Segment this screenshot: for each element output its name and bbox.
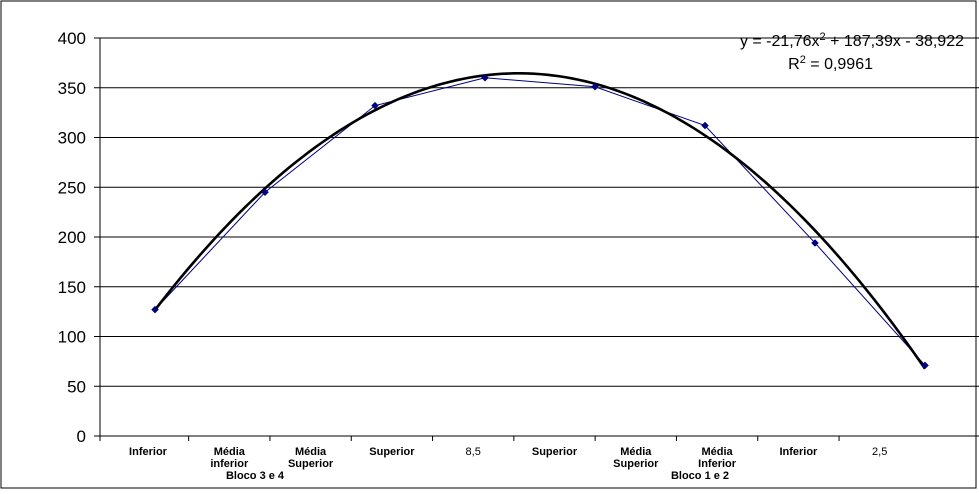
x-category-label-0-line-0: Inferior [129, 446, 168, 458]
data-point-0-6 [811, 239, 819, 247]
gridlines [100, 37, 979, 387]
x-category-label-5-line-0: Superior [532, 446, 578, 458]
trendline-equation: y = -21,76x2 + 187,39x - 38,922 R2 = 0,9… [740, 31, 964, 73]
series-line-0 [154, 77, 926, 366]
data-series [154, 77, 926, 366]
y-tick-label-0: 0 [77, 427, 86, 446]
data-point-0-1 [261, 188, 269, 197]
y-tick-label-200: 200 [58, 228, 86, 247]
x-category-label-8-line-0: Inferior [779, 446, 818, 458]
equation-label: y = -21,76x2 + 187,39x - 38,922 [740, 31, 964, 50]
data-point-0-7 [921, 361, 929, 370]
y-tick-label-250: 250 [58, 178, 86, 197]
r-squared-label: R2 = 0,9961 [788, 54, 873, 73]
data-point-0-2 [371, 101, 379, 110]
x-category-label-6-line-0: Média [620, 446, 652, 458]
data-markers [151, 73, 929, 370]
y-tick-label-300: 300 [58, 129, 86, 148]
axes [94, 37, 979, 441]
x-category-label-7-line-0: Média [702, 446, 734, 458]
y-tick-label-350: 350 [58, 79, 86, 98]
trendline-curve [153, 72, 927, 370]
data-point-0-5 [701, 121, 709, 130]
x-category-label-7-line-1: Inferior [698, 458, 737, 470]
x-category-labels: Inferior MédiainferiorMédiaSuperiorSuperi… [129, 446, 887, 482]
data-point-0-3 [481, 73, 489, 82]
trendline [153, 72, 927, 370]
y-tick-label-100: 100 [58, 328, 86, 347]
group-label-0: Bloco 3 e 4 [226, 470, 285, 482]
x-category-label-2-line-1: Superior [288, 458, 334, 470]
x-category-label-4-line-0: 8,5 [466, 446, 481, 458]
data-point-0-0 [151, 305, 159, 314]
group-label-1: Bloco 1 e 2 [671, 470, 729, 482]
x-category-label-6-line-1: Superior [613, 458, 659, 470]
x-category-label-1-line-1: inferior [210, 458, 249, 470]
x-category-label-3-line-0: Superior [369, 446, 415, 458]
y-tick-labels: 0 50 100 150 200 250 300 350 400 [58, 29, 86, 446]
data-point-0-4 [591, 82, 599, 91]
y-tick-label-50: 50 [67, 377, 86, 396]
x-category-label-2-line-0: Média [295, 446, 327, 458]
y-tick-label-400: 400 [58, 29, 86, 48]
y-tick-label-150: 150 [58, 278, 86, 297]
x-category-label-9-line-0: 2,5 [872, 446, 887, 458]
x-category-label-1-line-0: Média [214, 446, 246, 458]
